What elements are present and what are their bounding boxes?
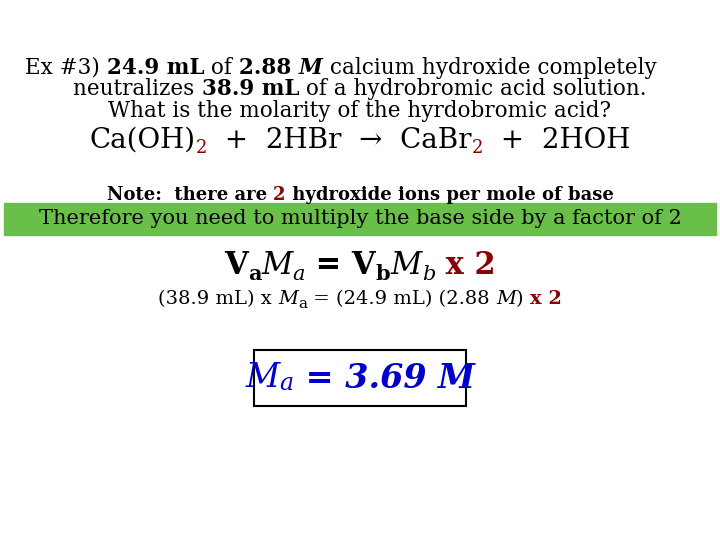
- Text: = (24.9 mL) (2.88: = (24.9 mL) (2.88: [307, 290, 496, 308]
- Text: = V: = V: [305, 251, 376, 281]
- Text: a: a: [298, 297, 307, 311]
- Text: M: M: [299, 57, 323, 79]
- Text: a: a: [248, 264, 261, 285]
- Text: of: of: [204, 57, 239, 79]
- Text: M: M: [496, 290, 516, 308]
- Text: 38.9 mL: 38.9 mL: [202, 78, 299, 100]
- Text: V: V: [224, 251, 248, 281]
- Text: M: M: [278, 290, 298, 308]
- FancyBboxPatch shape: [4, 202, 716, 235]
- Text: Ca(OH): Ca(OH): [89, 127, 196, 154]
- Text: x 2: x 2: [435, 251, 496, 281]
- Text: b: b: [376, 264, 390, 285]
- Text: Ex #3): Ex #3): [25, 57, 107, 79]
- Text: of a hydrobromic acid solution.: of a hydrobromic acid solution.: [299, 78, 647, 100]
- Text: 2: 2: [196, 139, 207, 157]
- Text: 2.88: 2.88: [239, 57, 299, 79]
- Text: 2: 2: [273, 186, 286, 204]
- Text: What is the molarity of the hyrdobromic acid?: What is the molarity of the hyrdobromic …: [109, 100, 611, 122]
- Text: M: M: [246, 362, 279, 394]
- Text: 2: 2: [472, 139, 483, 157]
- Text: (38.9 mL) x: (38.9 mL) x: [158, 290, 278, 308]
- Text: a: a: [293, 265, 305, 285]
- Text: b: b: [422, 265, 435, 285]
- Text: M: M: [390, 251, 422, 281]
- Text: neutralizes: neutralizes: [73, 78, 202, 100]
- FancyBboxPatch shape: [254, 350, 467, 406]
- Text: Therefore you need to multiply the base side by a factor of 2: Therefore you need to multiply the base …: [39, 209, 681, 228]
- Text: +  2HOH: + 2HOH: [483, 127, 631, 154]
- Text: M: M: [438, 361, 474, 395]
- Text: ): ): [516, 290, 530, 308]
- Text: hydroxide ions per mole of base: hydroxide ions per mole of base: [286, 186, 613, 204]
- Text: Note:  there are: Note: there are: [107, 186, 273, 204]
- Text: x 2: x 2: [530, 290, 562, 308]
- Text: = 3.69: = 3.69: [294, 361, 438, 395]
- Text: 24.9 mL: 24.9 mL: [107, 57, 204, 79]
- Text: calcium hydroxide completely: calcium hydroxide completely: [323, 57, 657, 79]
- Text: a: a: [279, 373, 294, 395]
- Text: +  2HBr  →  CaBr: + 2HBr → CaBr: [207, 127, 472, 154]
- Text: M: M: [261, 251, 293, 281]
